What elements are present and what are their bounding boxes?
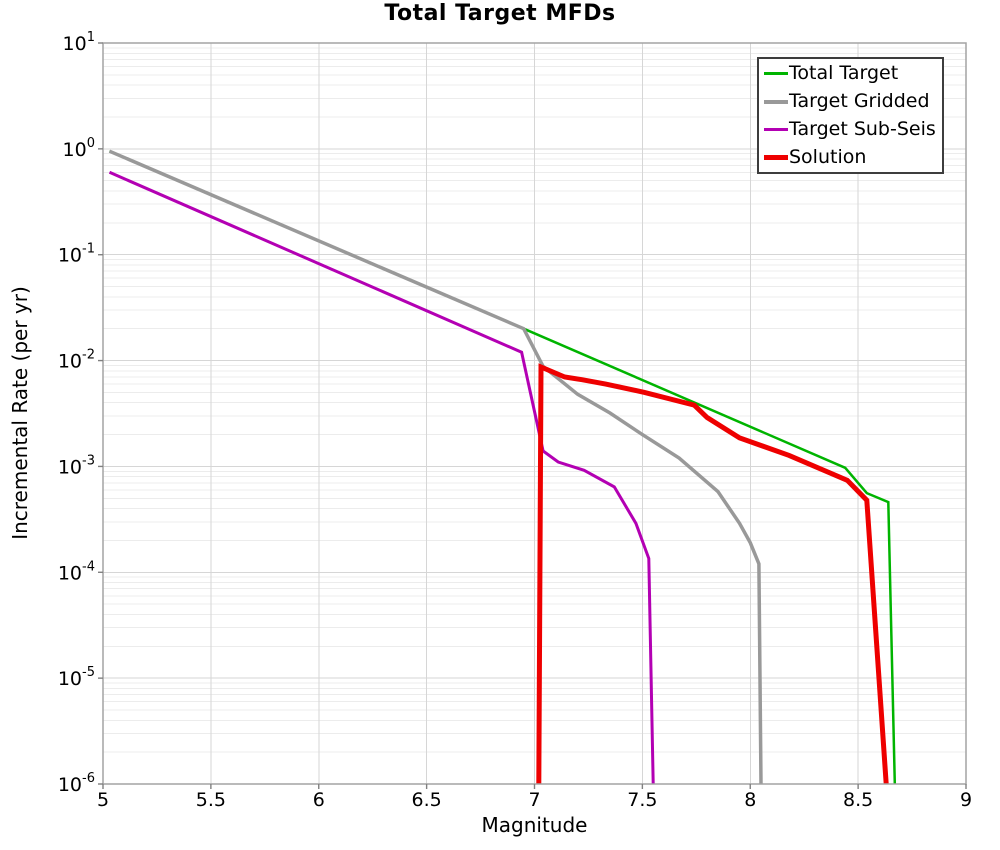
x-tick-label: 8.5: [843, 789, 873, 811]
legend-item-target-gridded: Target Gridded: [764, 88, 942, 115]
series-total-target: [109, 150, 897, 785]
legend-swatch-solution: [764, 155, 788, 160]
series-solution: [536, 363, 889, 785]
x-tick-label: 6: [313, 789, 325, 811]
series-target-gridded: [108, 149, 763, 785]
y-tick-labels: 101 100 10-1 10-2 10-3 10-4 10-5 10-6: [58, 30, 95, 796]
y-tick-label: 10-1: [58, 242, 95, 267]
x-axis-label: Magnitude: [481, 813, 588, 837]
y-tick-label: 100: [63, 136, 95, 161]
y-tick-label: 10-5: [58, 665, 95, 690]
y-axis-label: Incremental Rate (per yr): [8, 286, 32, 540]
legend-label-target-sub-seis: Target Sub-Seis: [789, 118, 936, 140]
legend-swatch-target-sub-seis: [764, 128, 788, 131]
series-target-sub-seis: [108, 170, 655, 785]
legend-item-target-sub-seis: Target Sub-Seis: [764, 116, 942, 143]
data-series: [108, 149, 897, 785]
y-tick-label: 10-3: [58, 453, 95, 478]
x-tick-labels: 5 5.5 6 6.5 7 7.5 8 8.5 9: [97, 789, 972, 811]
x-tick-label: 7.5: [627, 789, 657, 811]
legend-swatch-target-gridded: [764, 99, 788, 104]
chart-title: Total Target MFDs: [384, 1, 616, 26]
x-tick-label: 5.5: [196, 789, 226, 811]
x-tick-label: 7: [528, 789, 540, 811]
y-tick-label: 101: [63, 30, 95, 55]
legend-label-solution: Solution: [789, 146, 867, 168]
legend-label-target-gridded: Target Gridded: [789, 90, 930, 112]
x-tick-label: 5: [97, 789, 109, 811]
legend-swatch-total-target: [764, 72, 788, 75]
x-tick-label: 9: [960, 789, 972, 811]
y-tick-label: 10-2: [58, 348, 95, 373]
axis-ticks: [98, 42, 967, 789]
y-tick-label: 10-6: [58, 771, 95, 796]
legend: Total Target Target Gridded Target Sub-Sei…: [757, 57, 944, 174]
y-tick-label: 10-4: [58, 559, 95, 584]
x-tick-label: 8: [744, 789, 756, 811]
legend-item-total-target: Total Target: [764, 60, 942, 87]
x-tick-label: 6.5: [412, 789, 442, 811]
legend-item-solution: Solution: [764, 144, 942, 171]
legend-label-total-target: Total Target: [789, 62, 899, 84]
